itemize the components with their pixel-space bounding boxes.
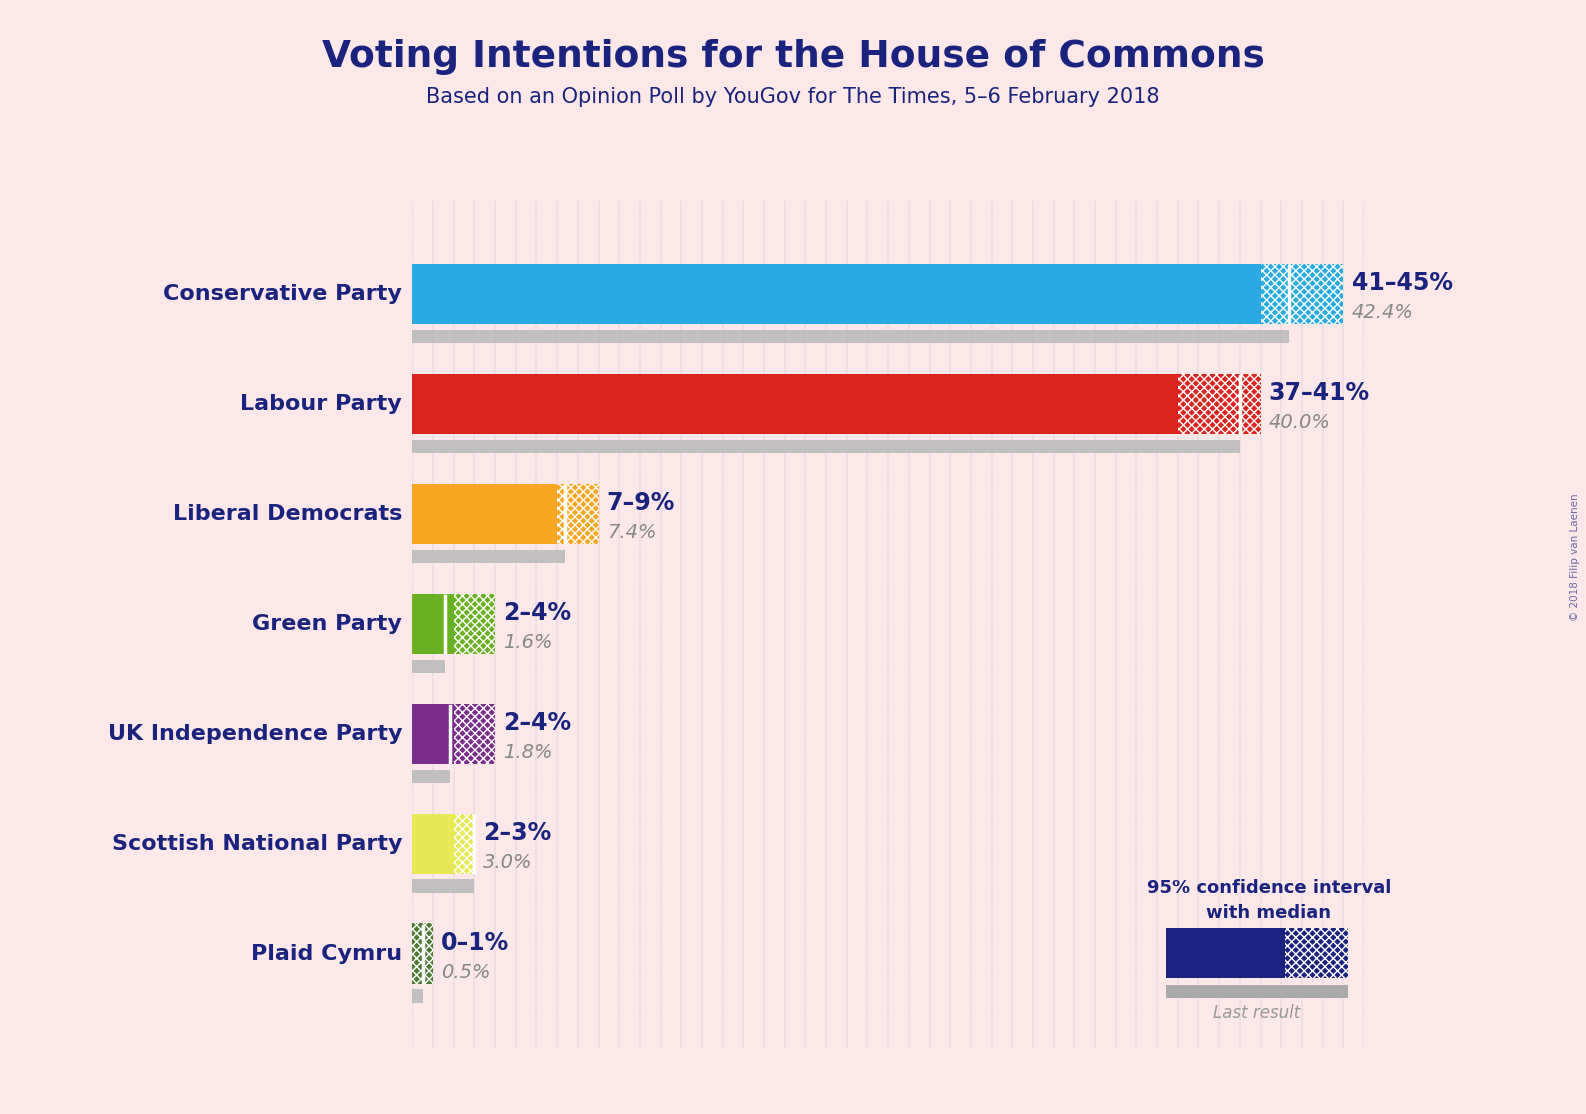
Bar (1261, 264, 1343, 324)
Text: 40.0%: 40.0% (1269, 413, 1331, 432)
Bar (412, 264, 1261, 324)
Bar (412, 330, 1289, 343)
Text: 2–3%: 2–3% (482, 821, 550, 844)
Text: Last result: Last result (1213, 1004, 1301, 1022)
Text: 42.4%: 42.4% (1351, 303, 1413, 322)
Text: Based on an Opinion Poll by YouGov for The Times, 5–6 February 2018: Based on an Opinion Poll by YouGov for T… (427, 87, 1159, 107)
Bar (557, 483, 598, 544)
Text: 7.4%: 7.4% (607, 524, 657, 543)
Text: 7–9%: 7–9% (607, 491, 676, 515)
Text: 2–4%: 2–4% (503, 600, 571, 625)
Text: Green Party: Green Party (252, 614, 401, 634)
Text: Scottish National Party: Scottish National Party (111, 833, 401, 853)
Text: UK Independence Party: UK Independence Party (108, 724, 401, 744)
Text: Conservative Party: Conservative Party (163, 284, 401, 304)
Text: Voting Intentions for the House of Commons: Voting Intentions for the House of Commo… (322, 39, 1264, 75)
Bar (412, 989, 423, 1003)
Text: Liberal Democrats: Liberal Democrats (173, 504, 401, 524)
Bar (454, 813, 474, 874)
Text: 41–45%: 41–45% (1351, 271, 1453, 295)
Text: 1.8%: 1.8% (503, 743, 554, 762)
Bar (412, 373, 1178, 434)
Text: Labour Party: Labour Party (239, 394, 401, 414)
Text: 2–4%: 2–4% (503, 711, 571, 735)
Bar (412, 770, 449, 783)
Text: with median: with median (1207, 905, 1331, 922)
Text: © 2018 Filip van Laenen: © 2018 Filip van Laenen (1570, 494, 1580, 620)
Text: 1.6%: 1.6% (503, 633, 554, 652)
Text: Plaid Cymru: Plaid Cymru (251, 944, 401, 964)
Bar (412, 924, 433, 984)
Bar (412, 549, 566, 563)
Bar (412, 879, 474, 892)
Bar (454, 704, 495, 764)
Bar (412, 659, 446, 673)
Text: 37–41%: 37–41% (1269, 381, 1370, 404)
Text: 0–1%: 0–1% (441, 930, 509, 955)
Bar (412, 704, 454, 764)
Text: 95% confidence interval: 95% confidence interval (1147, 879, 1391, 897)
Bar (454, 594, 495, 654)
Text: 3.0%: 3.0% (482, 853, 533, 872)
Text: 0.5%: 0.5% (441, 962, 490, 981)
Bar (412, 813, 454, 874)
Bar (1178, 373, 1261, 434)
Bar (412, 440, 1240, 453)
Bar (412, 594, 454, 654)
Bar (412, 483, 557, 544)
